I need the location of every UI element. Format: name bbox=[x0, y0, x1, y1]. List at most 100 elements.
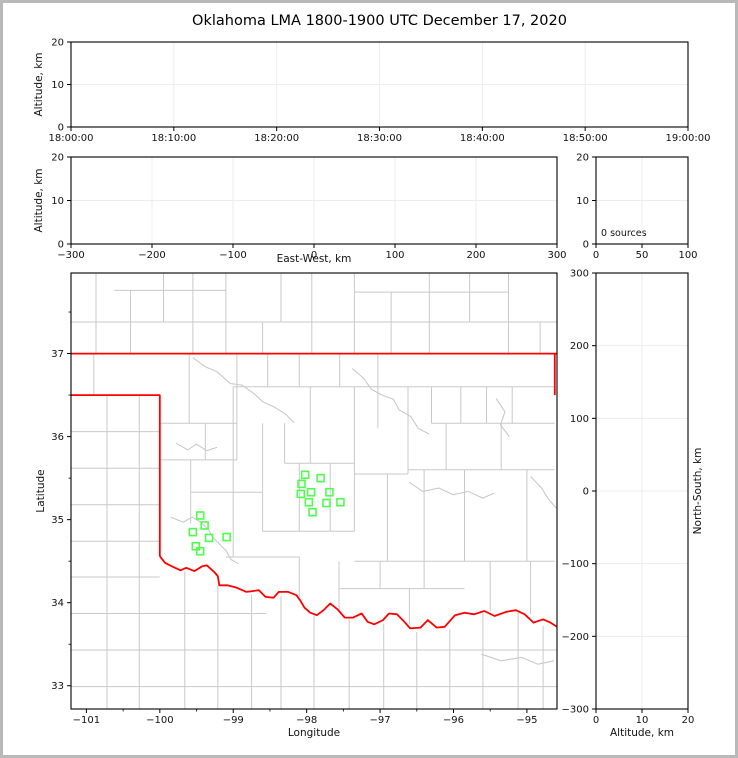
x-tick-label: −98 bbox=[296, 715, 317, 726]
lma-station-marker bbox=[296, 489, 306, 499]
lma-station-marker bbox=[336, 497, 345, 507]
x-tick-label: −300 bbox=[57, 250, 84, 261]
x-tick-label: 18:40:00 bbox=[460, 133, 505, 144]
lma-station-marker bbox=[204, 533, 214, 543]
x-tick-label: 20 bbox=[682, 715, 695, 726]
panel-plan-view-map: −101 −100 −99 −98 −97 −96 −95 33 34 35 36 37 bbox=[51, 272, 558, 726]
river-line bbox=[481, 653, 555, 665]
x-tick-label: 100 bbox=[385, 250, 404, 261]
river-line bbox=[495, 398, 510, 437]
lma-station-marker bbox=[322, 498, 331, 508]
y-tick-label: 200 bbox=[570, 341, 589, 352]
xlabel-eastwest: East-West, km bbox=[277, 253, 352, 265]
y-tick-label: 0 bbox=[58, 240, 64, 251]
ticks-plan-view-map: −101 −100 −99 −98 −97 −96 −95 33 34 35 36 37 bbox=[51, 311, 537, 726]
x-tick-label: −95 bbox=[516, 715, 537, 726]
ylabel-northsouth: North-South, km bbox=[692, 448, 704, 535]
y-tick-label: 34 bbox=[51, 598, 64, 609]
lma-station-marker bbox=[300, 470, 310, 480]
state-border-line bbox=[159, 555, 557, 630]
x-tick-label: −99 bbox=[223, 715, 244, 726]
map-layers bbox=[71, 273, 557, 709]
lma-station-marker bbox=[222, 532, 231, 542]
x-tick-label: 18:30:00 bbox=[357, 133, 402, 144]
panel-border bbox=[70, 272, 558, 710]
y-tick-label: 0 bbox=[583, 240, 589, 251]
xlabel-altitude-right: Altitude, km bbox=[610, 727, 674, 739]
lma-station-marker bbox=[195, 546, 205, 556]
x-tick-label: −97 bbox=[370, 715, 391, 726]
panel-altitude-vs-eastwest: −300 −200 −100 0 100 200 300 0 10 20 bbox=[51, 153, 566, 262]
x-tick-label: 18:50:00 bbox=[563, 133, 608, 144]
x-tick-label: 50 bbox=[636, 250, 649, 261]
ylabel-altitude-eastwest: Altitude, km bbox=[33, 168, 45, 232]
x-tick-label: 18:20:00 bbox=[254, 133, 299, 144]
panel-border bbox=[70, 41, 689, 128]
ticks-northsouth-vs-altitude: 0 10 20 300 200 100 0 −100 −200 −300 bbox=[562, 269, 695, 727]
xlabel-longitude: Longitude bbox=[288, 727, 340, 739]
x-tick-label: −96 bbox=[443, 715, 464, 726]
lma-station-marker bbox=[191, 541, 201, 551]
ticks-altitude-vs-eastwest: −300 −200 −100 0 100 200 300 0 10 20 bbox=[51, 153, 566, 262]
x-tick-label: 10 bbox=[636, 715, 649, 726]
x-tick-label: 19:00:00 bbox=[666, 133, 711, 144]
panel-northsouth-vs-altitude: 0 10 20 300 200 100 0 −100 −200 −300 bbox=[562, 269, 695, 727]
y-tick-label: 20 bbox=[51, 153, 64, 164]
x-tick-label: 0 bbox=[311, 250, 317, 261]
x-tick-label: 18:00:00 bbox=[49, 133, 94, 144]
river-line bbox=[351, 368, 430, 435]
ylabel-latitude: Latitude bbox=[35, 469, 47, 512]
y-tick-label: 33 bbox=[51, 681, 64, 692]
river-line bbox=[409, 481, 495, 499]
lma-station-marker bbox=[306, 487, 316, 497]
y-tick-label: 300 bbox=[570, 269, 589, 280]
lma-station-marker bbox=[325, 487, 334, 497]
panel-border bbox=[595, 272, 689, 710]
lma-station-marker bbox=[304, 497, 314, 507]
y-tick-label: 0 bbox=[583, 487, 589, 498]
lma-station-marker bbox=[297, 479, 306, 489]
y-tick-label: 100 bbox=[570, 414, 589, 425]
ylabel-altitude-time: Altitude, km bbox=[33, 52, 45, 116]
x-tick-label: −200 bbox=[138, 250, 165, 261]
x-tick-label: 100 bbox=[678, 250, 697, 261]
figure-title: Oklahoma LMA 1800-1900 UTC December 17, … bbox=[192, 13, 567, 29]
ticks-altitude-vs-time: 18:00:00 18:10:00 18:20:00 18:30:00 18:40:00… bbox=[49, 38, 711, 145]
panel-border bbox=[595, 156, 689, 245]
y-tick-label: 10 bbox=[576, 196, 589, 207]
y-tick-label: 10 bbox=[51, 196, 64, 207]
y-tick-label: 10 bbox=[51, 80, 64, 91]
lma-station-marker bbox=[308, 507, 317, 517]
panel-source-count-histogram: 0 50 100 0 10 20 bbox=[576, 153, 697, 262]
panel-altitude-vs-time: 18:00:00 18:10:00 18:20:00 18:30:00 18:40:00… bbox=[49, 38, 711, 145]
y-tick-label: 37 bbox=[51, 349, 64, 360]
y-tick-label: 0 bbox=[58, 123, 64, 134]
state-border-line bbox=[71, 394, 161, 557]
ticks-source-count-histogram: 0 50 100 0 10 20 bbox=[576, 153, 697, 262]
river-line bbox=[530, 476, 557, 509]
x-tick-label: −100 bbox=[219, 250, 246, 261]
source-count-annotation: 0 sources bbox=[601, 228, 647, 239]
panels: 18:00:00 18:10:00 18:20:00 18:30:00 18:40:00… bbox=[49, 38, 711, 727]
lma-station-marker bbox=[316, 473, 325, 483]
x-tick-label: 0 bbox=[593, 715, 599, 726]
lma-station-marker bbox=[188, 527, 198, 537]
river-line bbox=[175, 442, 218, 452]
x-tick-label: 300 bbox=[547, 250, 566, 261]
y-tick-label: 20 bbox=[576, 153, 589, 164]
x-tick-label: −101 bbox=[73, 715, 100, 726]
y-tick-label: 36 bbox=[51, 432, 64, 443]
y-tick-label: −100 bbox=[562, 559, 589, 570]
lma-station-marker bbox=[195, 511, 205, 520]
x-tick-label: −100 bbox=[146, 715, 173, 726]
panel-border bbox=[70, 156, 558, 245]
lma-station-marker bbox=[200, 521, 209, 530]
y-tick-label: 35 bbox=[51, 515, 64, 526]
river-line bbox=[192, 357, 295, 423]
x-tick-label: 200 bbox=[466, 250, 485, 261]
y-tick-label: 20 bbox=[51, 38, 64, 49]
y-tick-label: −300 bbox=[562, 705, 589, 716]
x-tick-label: 0 bbox=[593, 250, 599, 261]
